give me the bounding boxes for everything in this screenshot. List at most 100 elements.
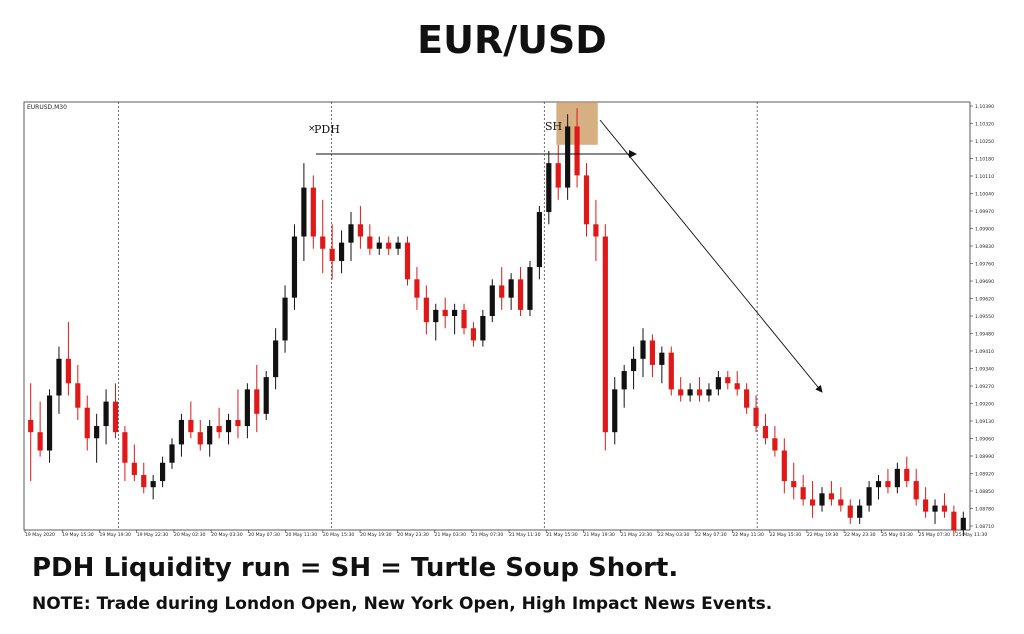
candle-body [744, 389, 750, 408]
candle-body [706, 389, 712, 396]
candle-body [263, 377, 269, 414]
x-tick-label: 20 May 02:30 [174, 532, 206, 538]
candle-body [386, 242, 392, 249]
symbol-label: EURUSD,M30 [27, 104, 67, 111]
y-tick-label: 1.09830 [975, 244, 994, 250]
candle-body [574, 126, 580, 176]
y-tick-label: 1.10110 [975, 174, 994, 180]
candle-body [37, 432, 43, 451]
candle-body [565, 126, 571, 188]
candle-body [301, 187, 307, 237]
y-tick-label: 1.10250 [975, 139, 994, 145]
candle-body [932, 505, 938, 512]
candle-body [753, 407, 759, 427]
y-tick-label: 1.08850 [975, 489, 994, 495]
candle-body [659, 352, 665, 365]
candle-body [800, 487, 806, 500]
candle-body [555, 163, 561, 188]
x-tick-label: 22 May 11:30 [732, 532, 764, 538]
candle-body [46, 395, 53, 451]
x-tick-label: 22 May 23:30 [844, 532, 876, 538]
candle-body [894, 468, 900, 488]
candle-body [442, 309, 448, 316]
y-tick-label: 1.09620 [975, 297, 994, 303]
candle-body [395, 242, 401, 249]
candle-body [28, 419, 34, 433]
x-tick-label: 19 May 22:30 [137, 532, 169, 538]
candle-body [141, 474, 147, 488]
y-tick-label: 1.08920 [975, 472, 994, 478]
x-tick-label: 21 May 07:30 [472, 532, 504, 538]
candle-body [847, 505, 853, 518]
candle-body [414, 279, 420, 298]
candle-body [254, 389, 260, 414]
x-tick-label: 22 May 15:30 [770, 532, 802, 538]
candle-body [84, 407, 90, 439]
candle-body [320, 236, 326, 249]
sh-label: SH [545, 120, 562, 133]
candle-body [866, 487, 872, 506]
x-tick-label: 25 May 11:30 [956, 532, 988, 538]
y-tick-label: 1.09270 [975, 384, 994, 390]
trend-arrow [599, 119, 823, 393]
x-tick-label: 22 May 19:30 [807, 532, 839, 538]
x-tick-label: 20 May 19:30 [360, 532, 392, 538]
candle-body [329, 248, 335, 261]
candle-body [56, 358, 62, 396]
candle-body [762, 426, 769, 439]
pdh-label: PDH [314, 123, 340, 136]
candle-body [169, 444, 175, 463]
x-tick-label: 25 May 07:30 [919, 532, 951, 538]
candle-body [470, 328, 477, 341]
candle-body [621, 371, 627, 390]
y-tick-label: 1.09970 [975, 209, 994, 215]
y-tick-label: 1.09060 [975, 437, 994, 443]
candle-body [65, 358, 71, 384]
y-tick-label: 1.09200 [975, 402, 994, 408]
x-tick-label: 22 May 07:30 [695, 532, 727, 538]
candle-body [875, 481, 882, 488]
candle-body [913, 481, 919, 500]
plot-frame [23, 101, 971, 531]
candle-body [715, 377, 721, 390]
x-tick-label: 21 May 23:30 [621, 532, 653, 538]
candle-body [480, 316, 486, 341]
candle-body [94, 426, 100, 439]
session-separators [118, 102, 758, 530]
candle-body [527, 267, 533, 310]
candle-body [857, 505, 863, 518]
candle-body [602, 236, 608, 433]
candle-body [649, 340, 656, 365]
candle-body [423, 297, 429, 323]
y-tick-label: 1.09690 [975, 279, 994, 285]
y-tick-label: 1.10390 [975, 104, 994, 110]
y-tick-label: 1.09550 [975, 314, 994, 320]
candle-body [235, 419, 241, 427]
x-tick-label: 19 May 15:30 [62, 532, 94, 538]
y-tick-label: 1.08990 [975, 454, 994, 460]
candle-body [546, 163, 552, 213]
candle-body [112, 401, 119, 433]
candle-body [404, 242, 411, 280]
y-tick-label: 1.08710 [975, 524, 994, 530]
y-tick-label: 1.09410 [975, 349, 994, 355]
x-tick-label: 21 May 15:30 [546, 532, 578, 538]
candle-body [489, 285, 495, 316]
y-tick-label: 1.08780 [975, 507, 994, 513]
candle-body [188, 419, 194, 433]
candle-body [273, 340, 279, 378]
candle-body [461, 309, 467, 329]
x-tick-label: 25 May 03:30 [881, 532, 913, 538]
note-text: NOTE: Trade during London Open, New York… [32, 594, 773, 614]
y-tick-label: 1.09130 [975, 419, 994, 425]
y-axis: 1.10390 1.10320 1.10250 1.10180 1.10110 1.100… [970, 104, 994, 530]
candle-body [376, 242, 382, 249]
candlestick-chart: EURUSD,M30 1.103901.103201.102501.101801… [23, 101, 994, 538]
candle-body [499, 285, 505, 298]
y-tick-label: 1.09760 [975, 262, 994, 268]
candle-body [838, 499, 844, 506]
x-tick-label: 21 May 11:30 [509, 532, 541, 538]
candle-body [734, 383, 740, 390]
pdh-marker: × [308, 124, 316, 134]
candle-body [433, 309, 439, 323]
